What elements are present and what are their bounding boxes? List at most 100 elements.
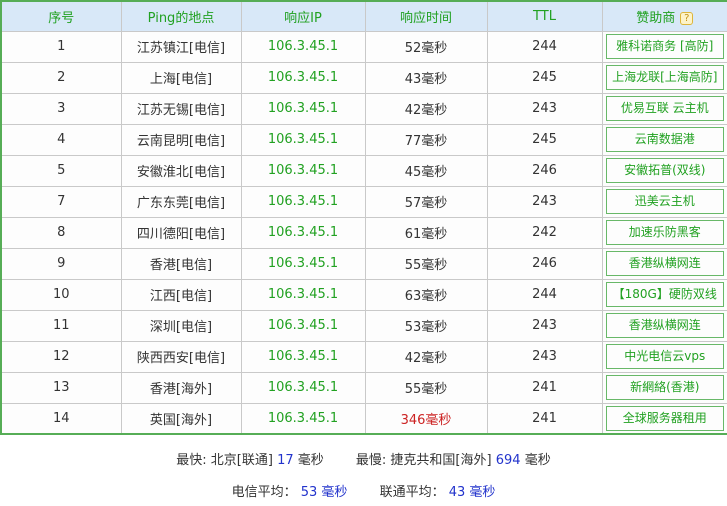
column-header-time: 响应时间 [364, 0, 488, 32]
sponsor-link[interactable]: 加速乐防黑客 [605, 220, 724, 245]
sponsor-cell: 加速乐防黑客 [601, 216, 727, 249]
sponsor-link[interactable]: 优易互联 云主机 [605, 96, 724, 121]
location-cell: 香港[电信] [120, 247, 242, 280]
response-ip-cell: 106.3.45.1 [240, 123, 366, 156]
location-cell: 广东东莞[电信] [120, 185, 242, 218]
seq-cell: 8 [0, 216, 122, 249]
ping-results-table: 序号 Ping的地点 响应IP 响应时间 TTL 赞助商? 1 江苏镇江[电信]… [0, 0, 727, 435]
response-ip-cell: 106.3.45.1 [240, 92, 366, 125]
response-time-cell: 43毫秒 [364, 61, 488, 94]
response-ip-cell: 106.3.45.1 [240, 402, 366, 435]
location-cell: 江苏无锡[电信] [120, 92, 242, 125]
location-cell: 江西[电信] [120, 278, 242, 311]
sponsor-cell: 香港纵横网连 [601, 247, 727, 280]
seq-cell: 5 [0, 154, 122, 187]
sponsor-link[interactable]: 云南数据港 [605, 127, 724, 152]
response-time-cell: 346毫秒 [364, 402, 488, 435]
column-header-sponsor: 赞助商? [601, 0, 727, 32]
location-cell: 英国[海外] [120, 402, 242, 435]
sponsor-link[interactable]: 全球服务器租用 [605, 405, 724, 431]
sponsor-link[interactable]: 上海龙联[上海高防] [605, 65, 724, 90]
unicom-avg-label: 联通平均： [379, 485, 445, 500]
seq-cell: 13 [0, 371, 122, 404]
location-cell: 安徽淮北[电信] [120, 154, 242, 187]
seq-cell: 2 [0, 61, 122, 94]
location-cell: 江苏镇江[电信] [120, 30, 242, 63]
sponsor-cell: 新網絡(香港) [601, 371, 727, 404]
response-time-cell: 57毫秒 [364, 185, 488, 218]
table-row: 1 江苏镇江[电信] 106.3.45.1 52毫秒 244 雅科诺商务 [高防… [0, 30, 727, 63]
table-body: 1 江苏镇江[电信] 106.3.45.1 52毫秒 244 雅科诺商务 [高防… [0, 30, 727, 435]
telecom-avg-value: 53 毫秒 [300, 485, 348, 500]
response-ip-cell: 106.3.45.1 [240, 371, 366, 404]
ttl-cell: 241 [486, 371, 603, 404]
table-row: 12 陕西西安[电信] 106.3.45.1 42毫秒 243 中光电信云vps [0, 340, 727, 373]
response-time-cell: 55毫秒 [364, 247, 488, 280]
sponsor-cell: 全球服务器租用 [601, 402, 727, 435]
help-icon[interactable]: ? [680, 11, 694, 25]
ttl-cell: 243 [486, 340, 603, 373]
table-row: 13 香港[海外] 106.3.45.1 55毫秒 241 新網絡(香港) [0, 371, 727, 404]
sponsor-cell: 迅美云主机 [601, 185, 727, 218]
table-row: 4 云南昆明[电信] 106.3.45.1 77毫秒 245 云南数据港 [0, 123, 727, 156]
response-time-cell: 63毫秒 [364, 278, 488, 311]
ttl-cell: 243 [486, 92, 603, 125]
sponsor-link[interactable]: 安徽拓普(双线) [605, 158, 724, 183]
response-time-cell: 61毫秒 [364, 216, 488, 249]
location-cell: 上海[电信] [120, 61, 242, 94]
sponsor-link[interactable]: 雅科诺商务 [高防] [605, 34, 724, 59]
seq-cell: 14 [0, 402, 122, 435]
table-row: 14 英国[海外] 106.3.45.1 346毫秒 241 全球服务器租用 [0, 402, 727, 435]
table-row: 7 广东东莞[电信] 106.3.45.1 57毫秒 243 迅美云主机 [0, 185, 727, 218]
sponsor-link[interactable]: 迅美云主机 [605, 189, 724, 214]
column-header-sponsor-label: 赞助商 [636, 10, 676, 26]
table-row: 3 江苏无锡[电信] 106.3.45.1 42毫秒 243 优易互联 云主机 [0, 92, 727, 125]
table-row: 9 香港[电信] 106.3.45.1 55毫秒 246 香港纵横网连 [0, 247, 727, 280]
ttl-cell: 244 [486, 30, 603, 63]
column-header-location: Ping的地点 [120, 0, 242, 32]
column-header-ip: 响应IP [240, 0, 366, 32]
response-ip-cell: 106.3.45.1 [240, 185, 366, 218]
fastest-value: 17 [277, 453, 294, 468]
sponsor-link[interactable]: 香港纵横网连 [605, 251, 724, 276]
ttl-cell: 246 [486, 154, 603, 187]
ttl-cell: 246 [486, 247, 603, 280]
response-time-cell: 52毫秒 [364, 30, 488, 63]
seq-cell: 10 [0, 278, 122, 311]
location-cell: 深圳[电信] [120, 309, 242, 342]
sponsor-cell: 中光电信云vps [601, 340, 727, 373]
column-header-seq: 序号 [0, 0, 122, 32]
table-row: 8 四川德阳[电信] 106.3.45.1 61毫秒 242 加速乐防黑客 [0, 216, 727, 249]
sponsor-link[interactable]: 中光电信云vps [605, 344, 724, 369]
sponsor-link[interactable]: 【180G】硬防双线 [605, 282, 724, 307]
response-time-cell: 45毫秒 [364, 154, 488, 187]
sponsor-link[interactable]: 新網絡(香港) [605, 375, 724, 400]
ttl-cell: 245 [486, 123, 603, 156]
seq-cell: 7 [0, 185, 122, 218]
sponsor-cell: 优易互联 云主机 [601, 92, 727, 125]
summary-fastest-slowest: 最快: 北京[联通] 17 毫秒 最慢: 捷克共和国[海外] 694 毫秒 [0, 449, 727, 468]
unicom-avg-value: 43 毫秒 [448, 485, 496, 500]
fastest-label: 最快: 北京[联通] [176, 453, 273, 468]
response-time-cell: 42毫秒 [364, 92, 488, 125]
telecom-avg-label: 电信平均： [231, 485, 297, 500]
response-ip-cell: 106.3.45.1 [240, 216, 366, 249]
slowest-value: 694 [495, 453, 521, 468]
seq-cell: 3 [0, 92, 122, 125]
table-row: 5 安徽淮北[电信] 106.3.45.1 45毫秒 246 安徽拓普(双线) [0, 154, 727, 187]
table-header-row: 序号 Ping的地点 响应IP 响应时间 TTL 赞助商? [0, 0, 727, 32]
seq-cell: 11 [0, 309, 122, 342]
table-row: 10 江西[电信] 106.3.45.1 63毫秒 244 【180G】硬防双线 [0, 278, 727, 311]
column-header-ttl: TTL [486, 0, 603, 32]
seq-cell: 12 [0, 340, 122, 373]
slowest-unit: 毫秒 [524, 453, 551, 468]
location-cell: 香港[海外] [120, 371, 242, 404]
response-ip-cell: 106.3.45.1 [240, 61, 366, 94]
table-row: 2 上海[电信] 106.3.45.1 43毫秒 245 上海龙联[上海高防] [0, 61, 727, 94]
sponsor-link[interactable]: 香港纵横网连 [605, 313, 724, 338]
response-ip-cell: 106.3.45.1 [240, 278, 366, 311]
ttl-cell: 245 [486, 61, 603, 94]
response-ip-cell: 106.3.45.1 [240, 309, 366, 342]
response-ip-cell: 106.3.45.1 [240, 30, 366, 63]
response-ip-cell: 106.3.45.1 [240, 340, 366, 373]
